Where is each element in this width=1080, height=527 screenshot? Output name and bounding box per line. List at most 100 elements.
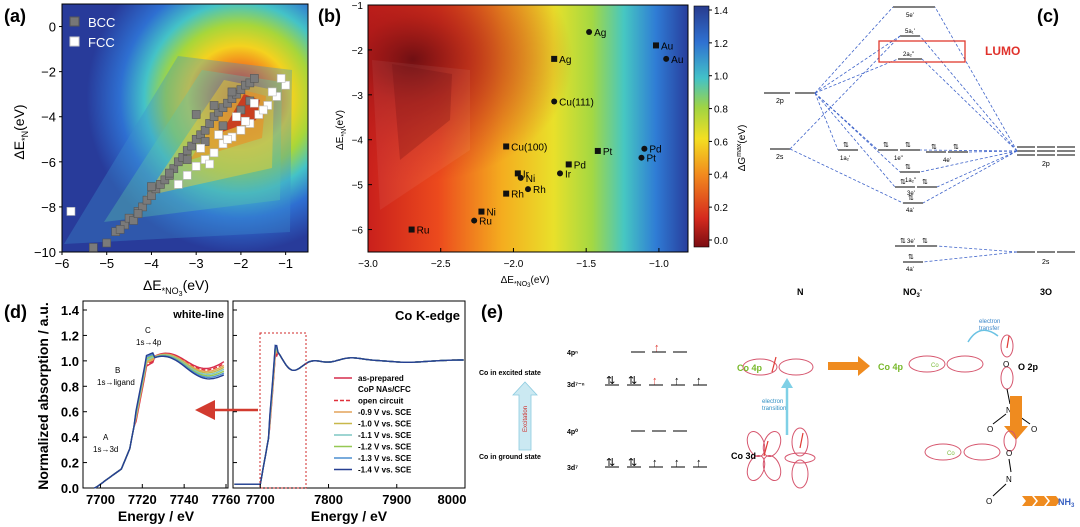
x-tick-label: −2.0 xyxy=(504,259,524,270)
panel-b-y-ticks: −1 −2 −3 −4 −5 −6 xyxy=(352,1,372,237)
bcc-point xyxy=(223,98,232,108)
bcc-point xyxy=(156,180,165,189)
co-4p-electron xyxy=(771,356,777,373)
legend-label: -1.1 V vs. SCE xyxy=(358,431,412,440)
y-tick-label: 0.8 xyxy=(61,379,79,394)
co-small-label-2: Co xyxy=(947,451,955,457)
y-tick-label: −6 xyxy=(352,226,364,237)
svg-text:⇅: ⇅ xyxy=(606,375,615,387)
svg-text:⇅: ⇅ xyxy=(908,254,914,261)
excited-state-label: Co in excited state xyxy=(479,370,541,377)
co-small-label: Co xyxy=(931,363,939,369)
xanes-curve xyxy=(234,344,464,485)
fcc-point xyxy=(173,180,183,189)
legend-bcc-label: BCC xyxy=(88,15,115,30)
label-no3: NO3- xyxy=(903,287,923,299)
svg-text:↑: ↑ xyxy=(674,375,680,387)
contour-band xyxy=(372,60,470,210)
y-tick-label: 0.0 xyxy=(61,481,79,496)
bcc-point xyxy=(187,141,197,151)
svg-text:⇅: ⇅ xyxy=(628,375,637,387)
colorbar-tick-label: 0.4 xyxy=(714,170,728,181)
excitation-label: Excitation xyxy=(523,406,529,432)
bond xyxy=(992,483,1007,497)
metal-label: Ag xyxy=(559,55,571,66)
fcc-point xyxy=(276,74,286,83)
legend-label: as-prepared xyxy=(358,374,404,383)
bcc-point xyxy=(147,182,156,191)
o-atom-3: O xyxy=(1006,449,1012,458)
fcc-point xyxy=(209,148,219,158)
metal-label: Rh xyxy=(511,190,524,201)
bcc-point xyxy=(236,105,246,115)
panel-d-right-title: Co K-edge xyxy=(395,308,460,323)
y-tick-label: −6 xyxy=(41,155,56,170)
y-tick-label: −8 xyxy=(41,200,56,215)
peak-c-letter: C xyxy=(145,326,151,335)
bcc-point xyxy=(147,191,156,200)
fcc-point xyxy=(200,155,210,164)
bcc-point xyxy=(138,202,147,212)
colorbar-tick-label: 0.2 xyxy=(714,203,728,214)
metal-label: Cu(111) xyxy=(559,98,594,109)
step-arrow-down xyxy=(1004,396,1028,440)
metal-label: Au xyxy=(671,55,683,66)
bcc-point xyxy=(102,238,112,248)
mo-label: 1e" xyxy=(894,156,903,162)
x-tick-label: 7900 xyxy=(382,492,411,507)
o-2p-label: O 2p xyxy=(1018,362,1039,372)
fcc-point xyxy=(214,130,223,140)
o-minus-atom: O xyxy=(1031,425,1037,434)
mo-label: 1a₂" xyxy=(905,178,916,184)
level-3d7n: 3d⁷⁻ⁿ xyxy=(567,382,585,389)
panel-b-xlabel: ΔE*NO3(eV) xyxy=(501,275,550,289)
panel-label-d: (d) xyxy=(4,302,27,322)
metal-point xyxy=(663,55,670,62)
bcc-point xyxy=(120,220,129,230)
bcc-point xyxy=(133,209,143,218)
fcc-point xyxy=(236,125,246,135)
colorbar-label: ΔGmax(eV) xyxy=(736,125,748,172)
y-tick-label: 1.4 xyxy=(61,303,80,318)
panel-d-right-frame xyxy=(232,300,466,489)
label-3o: 3O xyxy=(1040,287,1052,297)
bcc-point xyxy=(173,157,183,167)
x-tick-label: −1.5 xyxy=(576,259,596,270)
y-tick-label: −4 xyxy=(352,136,364,147)
bcc-point xyxy=(205,119,214,128)
legend-label: -1.4 V vs. SCE xyxy=(358,466,412,475)
legend-label: open circuit xyxy=(358,397,404,406)
fcc-point xyxy=(281,80,290,90)
n-2s-label: 2s xyxy=(776,154,784,161)
svg-text:⇅: ⇅ xyxy=(905,164,911,171)
metal-label: Ni xyxy=(526,174,535,185)
x-tick-label: −6 xyxy=(55,256,70,271)
y-tick-label: 0.4 xyxy=(61,430,80,445)
metal-label: Au xyxy=(661,41,673,52)
legend-fcc-marker xyxy=(69,36,80,47)
svg-text:↑: ↑ xyxy=(652,375,658,387)
svg-text:⇅: ⇅ xyxy=(606,457,615,469)
mo-label: 5a₁' xyxy=(905,29,915,35)
transition-arrowhead xyxy=(781,378,793,388)
fcc-point xyxy=(196,143,205,153)
bcc-point xyxy=(191,110,201,119)
x-tick-label: 7700 xyxy=(86,492,115,507)
mo-label: 4a' xyxy=(906,208,914,214)
peak-c-text: 1s→4p xyxy=(136,338,162,347)
metal-point xyxy=(471,217,478,224)
bcc-point xyxy=(142,195,152,205)
co-4p-label: Co 4p xyxy=(737,363,763,373)
svg-text:⇅: ⇅ xyxy=(908,195,914,202)
fcc-point xyxy=(241,116,250,126)
svg-text:⇅: ⇅ xyxy=(628,457,637,469)
step-arrow-right xyxy=(828,356,870,376)
legend-label: -1.0 V vs. SCE xyxy=(358,420,412,429)
panel-a-heatmap xyxy=(62,4,308,252)
y-tick-label: −4 xyxy=(41,110,56,125)
excitation-arrow xyxy=(512,381,538,451)
fcc-point xyxy=(191,162,201,171)
y-tick-label: −10 xyxy=(34,245,56,260)
metal-point xyxy=(525,186,531,193)
svg-text:⇅: ⇅ xyxy=(953,144,959,151)
